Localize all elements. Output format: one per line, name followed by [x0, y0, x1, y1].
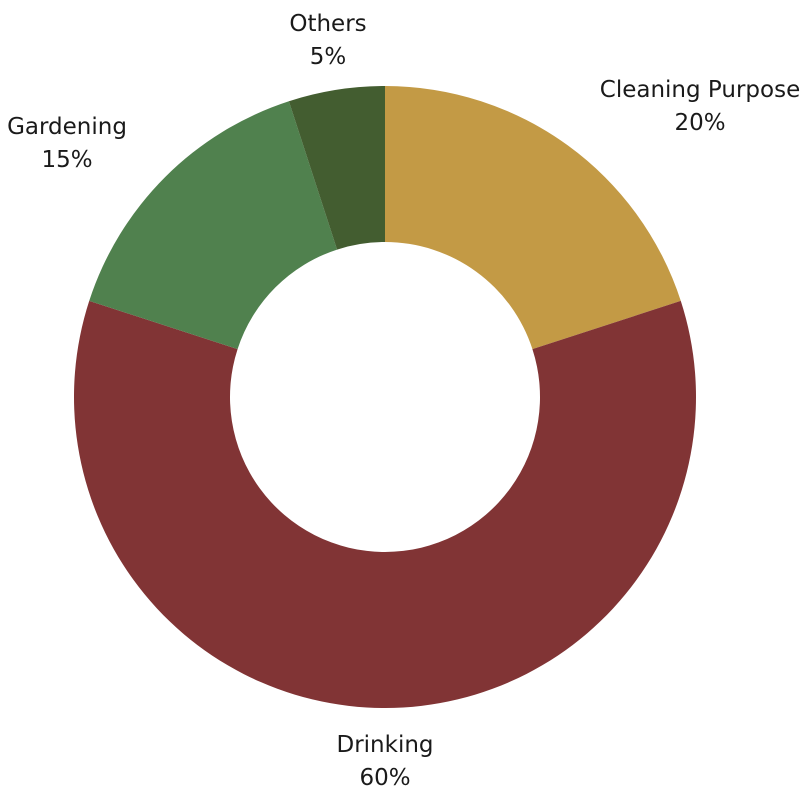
slice-others: [288, 86, 385, 250]
slice-gardening: [89, 101, 338, 350]
slice-value-gardening: 15%: [41, 147, 92, 173]
slice-value-others: 5%: [310, 44, 347, 70]
slice-label-others: Others: [289, 11, 366, 37]
slice-label-cleaning-purpose: Cleaning Purpose: [600, 77, 800, 103]
slice-cleaning-purpose: [385, 86, 681, 350]
slice-label-gardening: Gardening: [7, 114, 127, 140]
slice-value-cleaning-purpose: 20%: [674, 110, 725, 136]
slice-drinking: [73, 300, 697, 709]
slice-value-drinking: 60%: [359, 765, 410, 787]
slice-label-drinking: Drinking: [336, 732, 433, 758]
slices-layer: [73, 86, 697, 709]
